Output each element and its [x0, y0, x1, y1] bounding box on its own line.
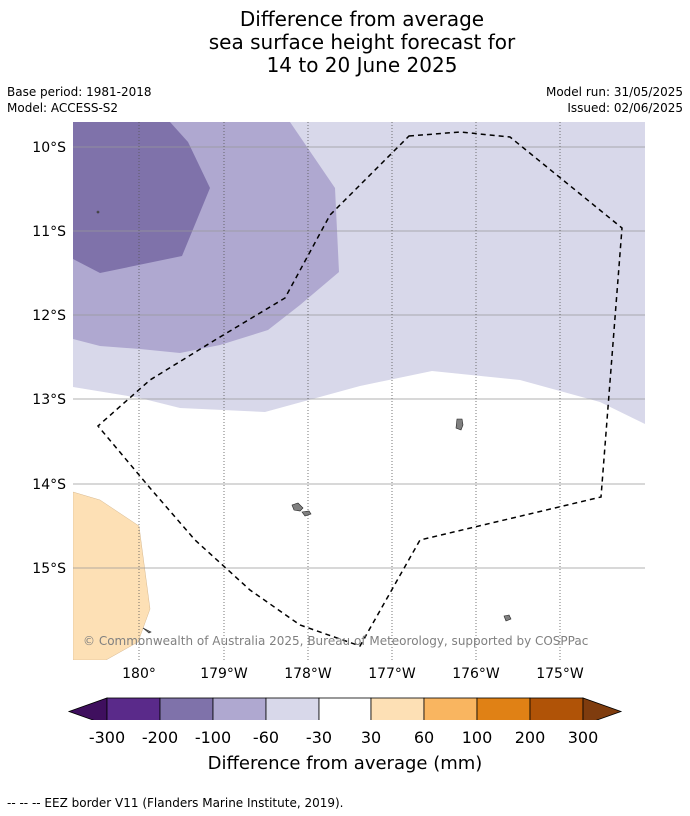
- chart-title: Difference from average sea surface heig…: [0, 8, 690, 77]
- lon-label: 178°W: [284, 666, 332, 682]
- title-line-3: 14 to 20 June 2025: [266, 53, 458, 77]
- colorbar-segment: [106, 697, 161, 720]
- title-line-2: sea surface height forecast for: [208, 30, 516, 54]
- colorbar-tick: -30: [305, 728, 333, 747]
- meta-right: Model run: 31/05/2025 Issued: 02/06/2025: [546, 84, 683, 116]
- lon-label: 180°: [122, 666, 156, 682]
- colorbar-tick: 100: [461, 728, 493, 747]
- latitude-labels: 10°S 11°S 12°S 13°S 14°S 15°S: [32, 140, 66, 577]
- colorbar-label: Difference from average (mm): [207, 753, 483, 774]
- island: [503, 614, 512, 622]
- island: [96, 210, 100, 214]
- lat-label: 13°S: [32, 392, 66, 408]
- eez-boundary: [96, 131, 623, 647]
- lon-label: 177°W: [368, 666, 416, 682]
- model-name: Model: ACCESS-S2: [7, 101, 119, 115]
- colorbar-segment: [318, 697, 372, 720]
- model-run: Model run: 31/05/2025: [545, 85, 683, 99]
- colorbar-tick: 300: [567, 728, 599, 747]
- map-plot-area: [73, 122, 645, 660]
- colorbar-tick: -60: [252, 728, 280, 747]
- longitude-labels: 180° 179°W 178°W 177°W 176°W 175°W: [122, 666, 584, 682]
- issued-date: Issued: 02/06/2025: [567, 101, 683, 115]
- base-period: Base period: 1981-2018: [7, 85, 152, 99]
- eez-legend-note: -- -- -- EEZ border V11 (Flanders Marine…: [7, 796, 344, 810]
- lon-label: 175°W: [536, 666, 584, 682]
- colorbar-tick: -100: [194, 728, 232, 747]
- colorbar-tick: 200: [514, 728, 546, 747]
- island: [301, 510, 312, 517]
- colorbar-segment: [423, 697, 478, 720]
- latitude-gridlines: [73, 146, 645, 569]
- colorbar-tick: -200: [141, 728, 179, 747]
- lon-label: 179°W: [200, 666, 248, 682]
- colorbar-tick: 60: [413, 728, 435, 747]
- islands: [96, 210, 512, 634]
- colorbar-extend-high: [582, 697, 623, 720]
- colorbar-tick: 30: [360, 728, 382, 747]
- lat-label: 10°S: [32, 140, 66, 156]
- lat-label: 11°S: [32, 224, 66, 240]
- colorbar-segment: [159, 697, 214, 720]
- lat-label: 12°S: [32, 308, 66, 324]
- colorbar-extend-low: [67, 697, 108, 720]
- map-figure: 10°S 11°S 12°S 13°S 14°S 15°S 180° 179°W…: [32, 122, 645, 720]
- colorbar-segment: [529, 697, 584, 720]
- anomaly-region-dark: [73, 122, 210, 273]
- anomaly-region-positive: [73, 491, 151, 660]
- island: [142, 627, 152, 634]
- lat-label: 15°S: [32, 561, 66, 577]
- colorbar: [67, 697, 623, 720]
- colorbar-segment: [476, 697, 531, 720]
- island: [455, 418, 464, 431]
- lon-label: 176°W: [452, 666, 500, 682]
- colorbar-tick: -300: [88, 728, 126, 747]
- colorbar-segment: [265, 697, 320, 720]
- lat-label: 14°S: [32, 477, 66, 493]
- title-line-1: Difference from average: [239, 7, 485, 31]
- meta-left: Base period: 1981-2018 Model: ACCESS-S2: [7, 84, 152, 116]
- copyright-notice: © Commonwealth of Australia 2025, Bureau…: [83, 634, 588, 648]
- colorbar-segment: [212, 697, 267, 720]
- colorbar-segment: [370, 697, 425, 720]
- island: [291, 502, 304, 512]
